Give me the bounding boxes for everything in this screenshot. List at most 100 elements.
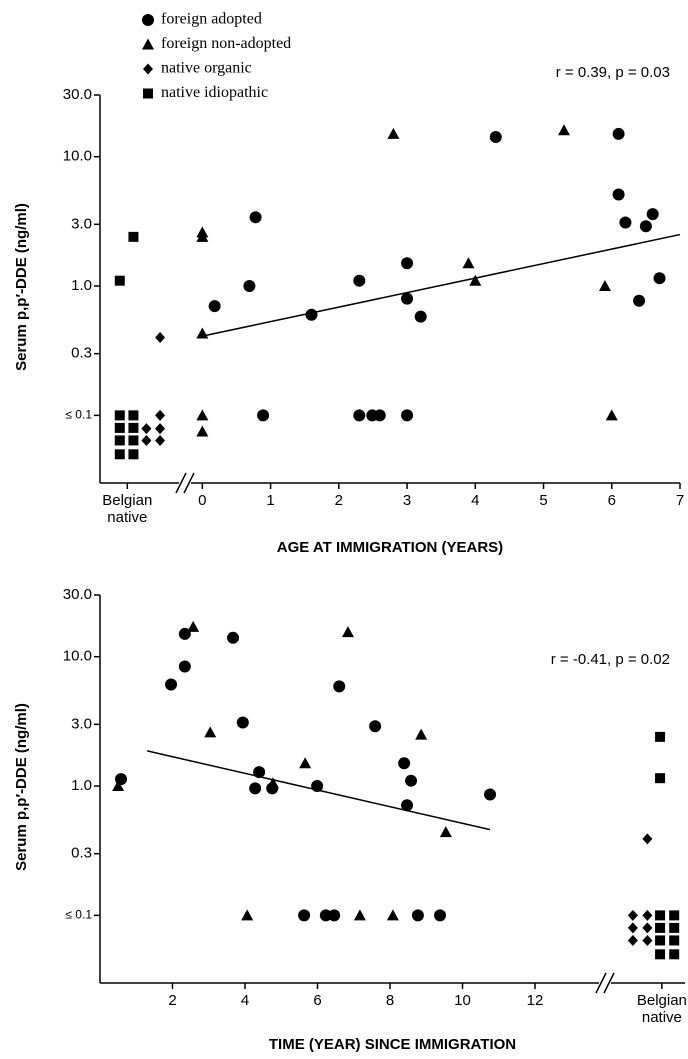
point xyxy=(642,922,653,934)
legend-marker xyxy=(142,14,154,26)
point xyxy=(558,124,570,136)
point xyxy=(208,300,221,313)
axis-break xyxy=(183,472,195,494)
point xyxy=(669,922,680,933)
point xyxy=(642,934,653,946)
point xyxy=(401,799,414,812)
point xyxy=(353,274,366,287)
y-tick-label: 10.0 xyxy=(63,648,92,665)
legend-label: native organic xyxy=(161,60,252,77)
point xyxy=(253,766,266,779)
point xyxy=(266,777,279,789)
point xyxy=(387,127,400,139)
y-tick-label: 0.3 xyxy=(71,845,92,862)
point xyxy=(328,909,341,922)
point xyxy=(489,131,502,144)
x-tick-label: 6 xyxy=(313,992,322,1009)
point xyxy=(627,922,638,934)
point xyxy=(484,788,497,801)
point xyxy=(128,449,139,460)
point xyxy=(196,327,209,339)
point xyxy=(439,826,452,838)
point xyxy=(655,731,666,742)
point xyxy=(141,423,152,435)
point xyxy=(204,726,217,738)
point xyxy=(114,410,125,421)
point xyxy=(196,230,209,242)
point xyxy=(386,909,399,921)
point xyxy=(196,409,209,421)
y-tick-label: ≤ 0.1 xyxy=(65,408,92,422)
point xyxy=(627,909,638,921)
point xyxy=(633,294,646,307)
x-tick-label: 0 xyxy=(198,492,207,509)
y-tick-label: 1.0 xyxy=(71,777,92,794)
point xyxy=(155,332,166,344)
point xyxy=(178,660,191,673)
point xyxy=(298,909,311,922)
point xyxy=(353,909,366,921)
point xyxy=(241,909,254,921)
point xyxy=(434,909,447,922)
legend-marker xyxy=(143,88,153,99)
point xyxy=(319,909,332,922)
point xyxy=(655,949,666,960)
x-tick-label: 2 xyxy=(334,492,343,509)
point xyxy=(598,280,611,292)
y-tick-label: 1.0 xyxy=(71,277,92,294)
point xyxy=(227,631,240,644)
point xyxy=(155,409,166,421)
y-tick-label: 3.0 xyxy=(71,215,92,232)
y-tick-label: 30.0 xyxy=(63,586,92,603)
point xyxy=(655,773,666,784)
annotation: r = 0.39, p = 0.03 xyxy=(556,64,670,81)
x-tick-label: Belgian native xyxy=(636,992,687,1026)
point xyxy=(155,434,166,446)
x-tick-label: 3 xyxy=(402,492,412,509)
point xyxy=(114,275,125,286)
legend-marker xyxy=(143,63,153,75)
axis-break xyxy=(175,472,187,494)
axis-break xyxy=(595,972,607,994)
fit-line xyxy=(202,233,681,337)
point xyxy=(655,935,666,946)
point xyxy=(415,728,428,740)
point xyxy=(305,308,318,321)
point xyxy=(243,280,256,293)
point xyxy=(669,949,680,960)
point xyxy=(114,449,125,460)
x-tick-label: 10 xyxy=(454,992,471,1009)
point xyxy=(353,409,366,422)
point xyxy=(249,782,262,795)
point xyxy=(646,208,659,221)
x-tick-label: 12 xyxy=(526,992,544,1009)
x-tick-label: 1 xyxy=(266,492,275,509)
point xyxy=(114,422,125,433)
legend-label: foreign non-adopted xyxy=(161,35,291,52)
point xyxy=(196,425,209,437)
y-tick-label: 30.0 xyxy=(63,86,92,103)
point xyxy=(401,257,414,270)
axis-break xyxy=(603,972,615,994)
point xyxy=(141,434,152,446)
x-tick-label: 8 xyxy=(385,992,395,1009)
x-tick-label: 6 xyxy=(607,492,616,509)
x-tick-label: Belgian native xyxy=(102,492,153,526)
point xyxy=(642,909,653,921)
point xyxy=(612,188,625,201)
point xyxy=(669,910,680,921)
legend-label: foreign adopted xyxy=(161,11,262,28)
point xyxy=(128,435,139,446)
x-tick-label: 7 xyxy=(675,492,685,509)
point xyxy=(619,216,632,229)
point xyxy=(462,257,475,269)
point xyxy=(299,757,312,769)
point xyxy=(401,292,414,305)
point xyxy=(311,780,324,793)
point xyxy=(165,678,178,691)
point xyxy=(639,220,652,233)
y-tick-label: ≤ 0.1 xyxy=(65,908,92,922)
point xyxy=(414,310,427,323)
point xyxy=(405,774,418,787)
